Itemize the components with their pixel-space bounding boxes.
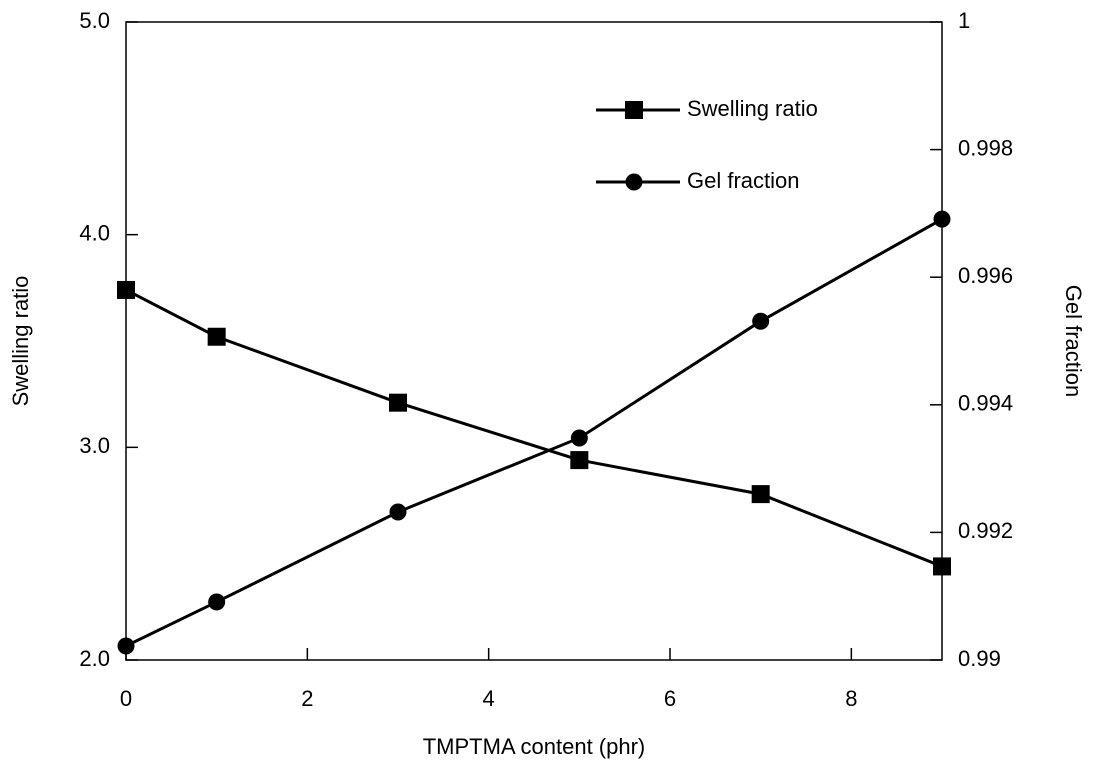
y-tick-label: 5.0 — [79, 8, 110, 33]
y2-tick-label: 0.992 — [958, 518, 1013, 543]
y2-tick-label: 0.998 — [958, 135, 1013, 160]
y-tick-label: 2.0 — [79, 646, 110, 671]
marker — [117, 637, 135, 655]
marker — [933, 557, 951, 576]
y2-tick-label: 0.994 — [958, 391, 1013, 416]
marker — [389, 393, 407, 412]
marker — [570, 451, 589, 470]
marker — [207, 327, 226, 346]
series-line — [125, 217, 943, 648]
x-tick-label: 8 — [845, 686, 857, 711]
marker — [570, 429, 588, 447]
x-tick-label: 6 — [664, 686, 676, 711]
marker — [208, 593, 226, 611]
plot-frame — [125, 21, 943, 661]
x-tick-label: 2 — [301, 686, 313, 711]
x-tick-label: 4 — [483, 686, 495, 711]
y-axis-label: Swelling ratio — [8, 276, 33, 407]
y-tick-label: 3.0 — [79, 433, 110, 458]
marker — [752, 312, 770, 330]
y2-tick-label: 1 — [958, 8, 970, 33]
marker — [117, 280, 135, 299]
marker — [751, 485, 770, 504]
marker — [389, 503, 407, 521]
legend-label: Swelling ratio — [687, 96, 818, 121]
x-axis-label: TMPTMA content (phr) — [423, 734, 646, 759]
legend-label: Gel fraction — [687, 168, 800, 193]
marker — [933, 210, 951, 228]
legend-marker — [625, 173, 643, 191]
y-tick-label: 4.0 — [79, 220, 110, 245]
y2-tick-label: 0.996 — [958, 263, 1013, 288]
y2-tick-label: 0.99 — [958, 646, 1001, 671]
y2-axis-label: Gel fraction — [1061, 285, 1086, 398]
series-line — [125, 288, 943, 568]
x-tick-label: 0 — [120, 686, 132, 711]
legend-marker — [625, 101, 643, 119]
